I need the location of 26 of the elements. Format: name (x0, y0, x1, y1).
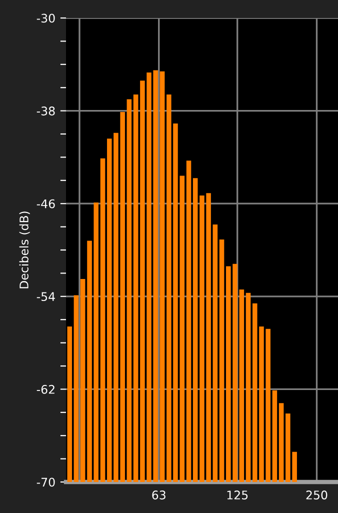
bar (272, 390, 278, 482)
bar (219, 240, 224, 482)
y-axis-title: Decibels (dB) (19, 212, 30, 288)
y-tick-label: -38 (36, 106, 55, 116)
bar (80, 279, 86, 482)
bar (239, 289, 244, 482)
y-tick-label: -62 (36, 384, 54, 394)
bar (133, 94, 138, 482)
bar (126, 99, 132, 482)
x-tick-label: 125 (227, 490, 248, 500)
bar (192, 178, 198, 482)
bar (278, 403, 284, 482)
bar (212, 224, 218, 482)
bar (160, 71, 165, 482)
y-tick-label: -54 (36, 292, 55, 302)
x-tick-label: 63 (152, 490, 166, 500)
bar (107, 138, 112, 482)
y-tick-label: -46 (36, 199, 55, 208)
bar (100, 158, 106, 482)
bar (246, 292, 251, 482)
bar (67, 326, 72, 482)
bar (74, 295, 79, 482)
y-tick-label: -70 (36, 478, 55, 487)
bar (186, 160, 192, 482)
x-tick-label: 250 (306, 490, 328, 500)
y-tick-label: -30 (36, 14, 55, 23)
